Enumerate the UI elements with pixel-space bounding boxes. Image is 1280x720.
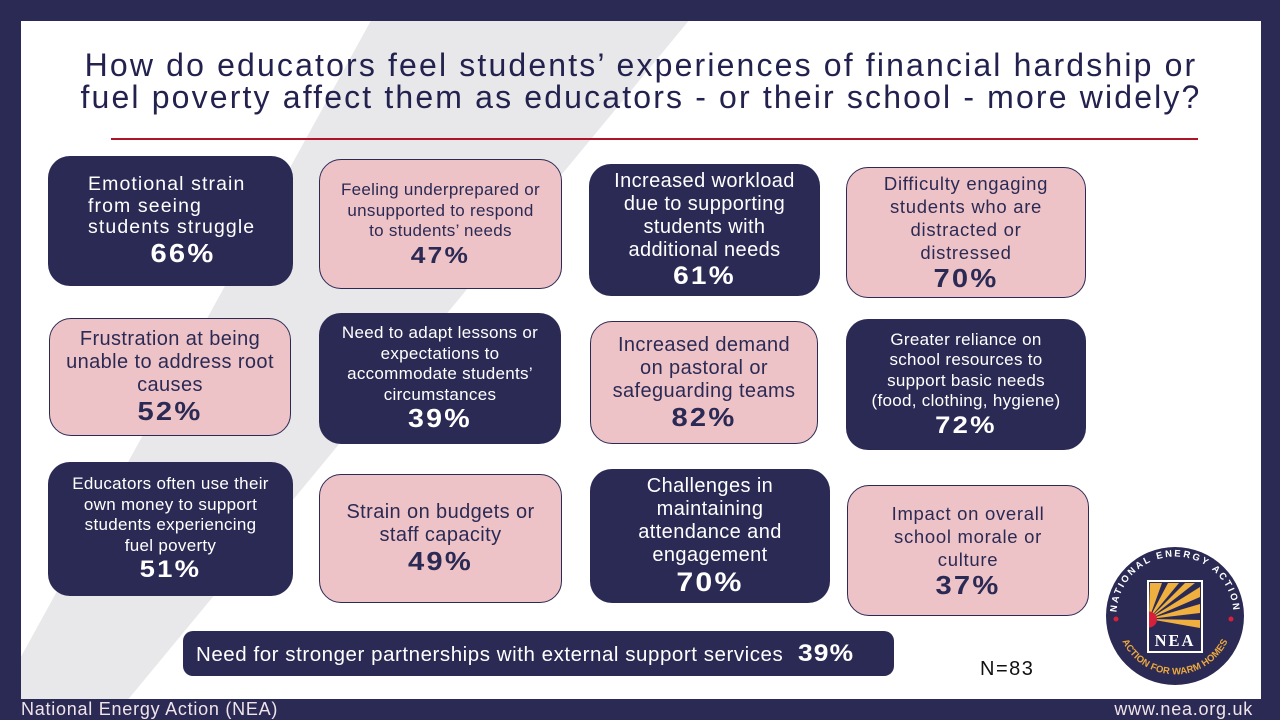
svg-text:NEA: NEA	[1155, 631, 1196, 650]
